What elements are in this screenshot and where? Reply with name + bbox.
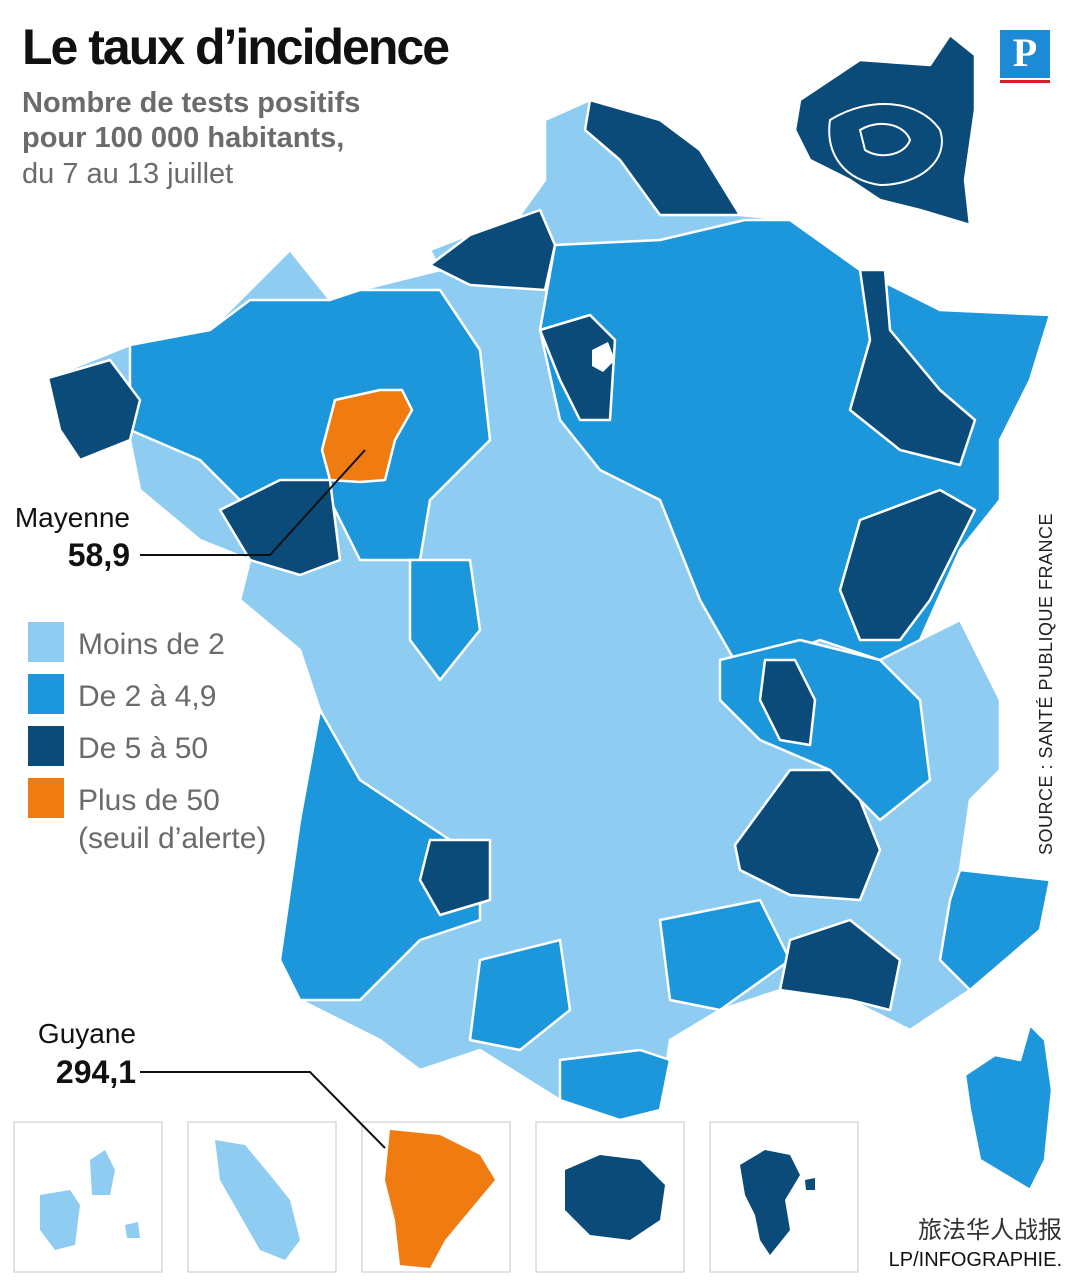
region [428,208,557,292]
legend-swatch [28,674,64,714]
legend: Moins de 2 De 2 à 4,9 De 5 à 50 Plus de 50 (… [28,622,266,855]
paris-inset [793,33,977,227]
credit: LP/INFOGRAPHIE. [889,1249,1062,1271]
source: SOURCE : SANTÉ PUBLIQUE FRANCE [1036,513,1056,855]
logo-letter: P [1013,30,1037,75]
legend-swatch [28,726,64,766]
subtitle-line: Nombre de tests positifs [22,87,360,119]
legend-sublabel: (seuil d’alerte) [78,822,266,855]
callout-name: Guyane [38,1018,136,1049]
guadeloupe [40,1150,140,1250]
region [278,708,482,1002]
region [658,898,792,1012]
logo: P [1000,30,1050,83]
inset-box [13,1121,163,1273]
region [408,558,482,682]
region [128,288,492,562]
legend-label: De 5 à 50 [78,732,208,765]
legend-swatch [28,622,64,662]
region [558,1048,672,1122]
region [778,918,902,1012]
corsica [963,1023,1054,1192]
leader-line [140,449,366,556]
region [938,868,1052,992]
mayotte [740,1150,815,1255]
region [758,658,817,747]
overseas [13,1121,859,1273]
region [218,478,342,577]
legend-label: Moins de 2 [78,628,225,661]
title: Le taux d’incidence [22,19,449,75]
reunion [565,1155,665,1240]
region [838,488,977,642]
region [468,938,572,1052]
callout-value: 58,9 [68,537,130,573]
region [583,98,742,217]
leader-line [140,1071,386,1149]
region [418,838,492,917]
callout-value: 294,1 [56,1054,136,1090]
guyane [385,1130,495,1268]
legend-label: Plus de 50 [78,784,220,817]
subtitle-dates: du 7 au 13 juillet [22,158,233,190]
region [793,33,977,227]
region [848,268,977,467]
watermark: 旅法华人战报 [918,1217,1062,1244]
callout-name: Mayenne [15,502,130,533]
martinique [215,1140,300,1260]
legend-swatch [28,778,64,818]
region [538,313,617,422]
subtitle-line: pour 100 000 habitants, [22,122,344,154]
region [46,358,142,462]
inset-box [709,1121,859,1273]
mainland-map [46,98,1052,1122]
legend-label: De 2 à 4,9 [78,680,216,713]
region [733,768,882,902]
mayenne [320,388,414,484]
